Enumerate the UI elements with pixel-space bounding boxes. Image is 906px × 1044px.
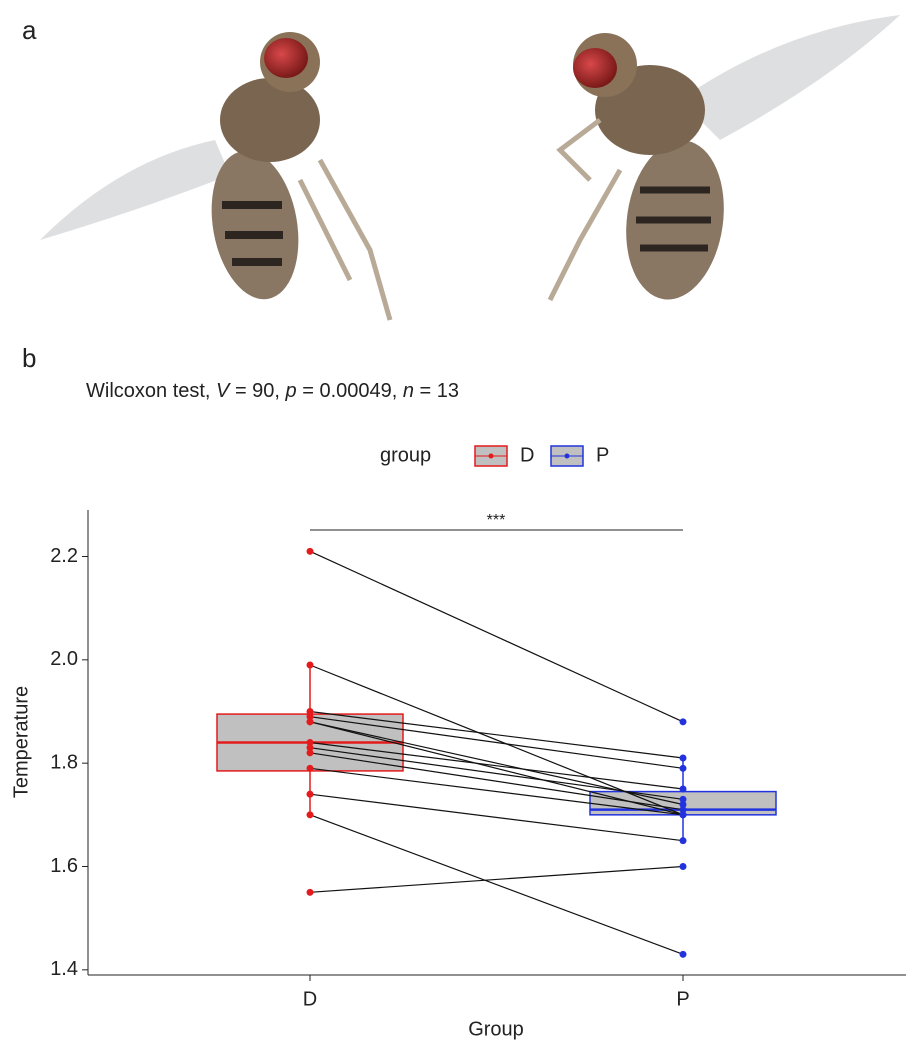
point (306, 708, 314, 715)
point (679, 950, 687, 958)
subtitle-part: Wilcoxon test, (86, 380, 216, 402)
subtitle-part: n (403, 380, 414, 402)
fly-left (40, 32, 393, 321)
point (306, 811, 314, 819)
point (306, 661, 314, 669)
panel-label: a (22, 15, 37, 45)
point (306, 764, 314, 772)
point (679, 806, 687, 814)
pair-line (309, 550, 684, 723)
legend-label: P (596, 444, 609, 466)
point (306, 718, 314, 726)
point (679, 718, 687, 726)
subtitle-part: p (285, 380, 297, 402)
subtitle-part: = 13 (414, 380, 459, 402)
fly-right (547, 15, 900, 302)
y-tick-label: 2.2 (50, 545, 78, 567)
point (306, 547, 314, 555)
y-tick-label: 2.0 (50, 648, 78, 670)
point (679, 795, 687, 803)
y-tick-label: 1.6 (50, 855, 78, 877)
point (679, 837, 687, 845)
point (306, 888, 314, 896)
point (679, 764, 687, 772)
pair-line (309, 752, 684, 811)
panel-label: b (22, 343, 36, 373)
legend-swatch-dot (564, 453, 570, 459)
x-tick-label: P (676, 988, 689, 1010)
point (679, 811, 687, 819)
point (306, 790, 314, 798)
pair-line (309, 741, 684, 790)
subtitle-part: = 0.00049, (297, 380, 403, 402)
point (679, 754, 687, 762)
x-axis-title: Group (468, 1018, 524, 1040)
point (306, 713, 314, 721)
y-axis-title: Temperature (10, 686, 32, 798)
legend-label: D (520, 444, 534, 466)
x-tick-label: D (303, 988, 317, 1010)
point (679, 801, 687, 808)
pair-line (309, 716, 684, 769)
point (306, 749, 314, 757)
y-tick-label: 1.4 (50, 958, 78, 980)
pair-line (309, 814, 684, 955)
pair-line (309, 721, 684, 816)
significance-label: *** (487, 512, 506, 529)
point (679, 863, 687, 870)
pair-line (309, 747, 684, 800)
point (306, 744, 314, 752)
legend-swatch-dot (488, 453, 494, 459)
subtitle-part: V (216, 380, 231, 402)
y-tick-label: 1.8 (50, 751, 78, 773)
pair-line (309, 865, 684, 893)
pair-line (309, 767, 684, 816)
point (306, 739, 314, 746)
pair-line (309, 664, 684, 816)
pair-line (309, 710, 684, 759)
pair-line (309, 793, 684, 842)
chart-subtitle: Wilcoxon test, V = 90, p = 0.00049, n = … (86, 380, 459, 402)
point (679, 785, 687, 793)
subtitle-part: = 90, (229, 380, 285, 402)
legend-title: group (380, 444, 431, 466)
